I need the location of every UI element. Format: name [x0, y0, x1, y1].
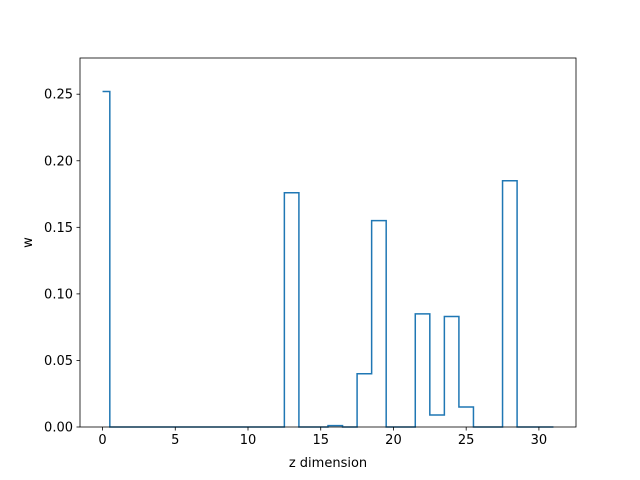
- x-tick-label: 5: [171, 433, 179, 448]
- y-tick-label: 0.10: [44, 287, 73, 302]
- y-axis-label: w: [21, 237, 36, 248]
- y-tick-label: 0.20: [44, 154, 73, 169]
- x-tick-label: 25: [458, 433, 475, 448]
- x-tick-label: 15: [312, 433, 329, 448]
- axes-frame: [79, 57, 577, 428]
- y-tick-label: 0.05: [44, 354, 73, 369]
- x-tick-label: 30: [531, 433, 548, 448]
- y-tick-label: 0.15: [44, 221, 73, 236]
- x-axis-label: z dimension: [289, 456, 367, 471]
- y-tick-label: 0.25: [44, 88, 73, 103]
- x-axis: 0 5 10 15 20 25 30: [98, 427, 547, 448]
- x-tick-label: 0: [98, 433, 106, 448]
- x-tick-label: 20: [385, 433, 402, 448]
- y-tick-label: 0.00: [44, 421, 73, 436]
- y-axis: 0.00 0.05 0.10 0.15 0.20 0.25: [44, 88, 80, 436]
- x-tick-label: 10: [240, 433, 257, 448]
